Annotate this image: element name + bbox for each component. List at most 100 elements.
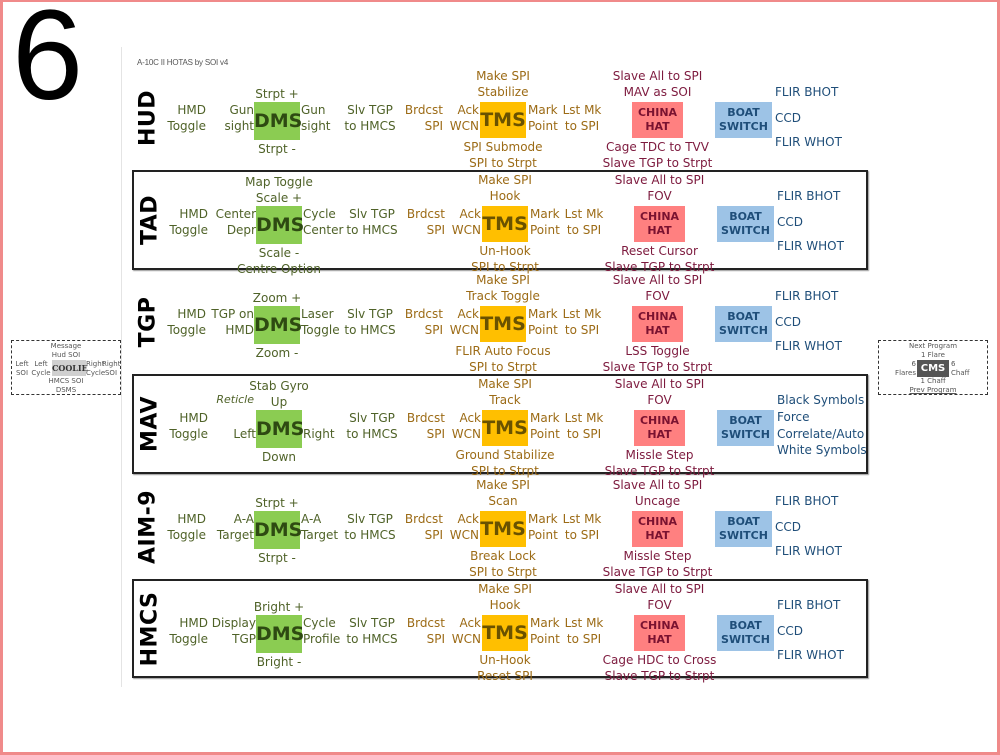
dms-left-line2: HMD [225, 323, 254, 337]
mark-point-line1: Mark [530, 616, 560, 630]
ack-line2: WCN [449, 119, 479, 133]
tms-down-line2: Reset SPI [477, 669, 533, 683]
boat-switch: BOAT SWITCH [717, 206, 774, 242]
slv-tgp-line2: to HMCS [344, 323, 396, 337]
cms-right-1: 6 [951, 360, 956, 368]
dms-up-line2: Bright + [253, 600, 305, 614]
lst-mk-line2: to SPI [564, 323, 600, 337]
china-up-line2: FOV [647, 189, 672, 203]
dms-switch: DMS [254, 511, 302, 549]
boat-aft: White Symbols [777, 443, 867, 457]
coolie-right-inner-1: Right [86, 360, 105, 368]
boat-aft: FLIR WHOT [775, 339, 842, 353]
mark-point-line1: Mark [528, 512, 558, 526]
dms-up-line2: Scale + [255, 191, 303, 205]
mark-point-line2: Point [528, 323, 558, 337]
coolie-right-outer-2: SOI [104, 369, 118, 377]
mode-name: HMCS [137, 591, 163, 666]
boat-middle-2: Correlate/Auto [777, 427, 865, 441]
doc-title: A-10C II HOTAS by SOI v4 [137, 58, 229, 67]
lst-mk-line1: Lst Mk [562, 512, 602, 526]
tms-switch: TMS [480, 102, 526, 138]
brdcst-line1: Brdcst [404, 512, 443, 526]
boat-switch-line2: SWITCH [721, 633, 770, 646]
soi-row-hmcs: HMCS HMD Toggle Display TGP Bright + Bright - D… [132, 579, 868, 683]
dms-right-line2: Target [301, 528, 339, 542]
tms-switch: TMS [480, 306, 526, 342]
lst-mk-line1: Lst Mk [564, 411, 604, 425]
boat-switch-line2: SWITCH [719, 120, 768, 133]
soi-row-hud: HUD HMD Toggle Gun sight Strpt + Strpt - DMS Gun… [132, 68, 868, 170]
tms-down-line1: Ground Stabilize [455, 448, 555, 462]
china-hat-line1: CHINA [637, 106, 678, 119]
dms-right-line2: Profile [303, 632, 341, 646]
hmd-toggle-line1: HMD [177, 103, 206, 117]
slv-tgp-line1: Slv TGP [347, 103, 393, 117]
tms-down-line1: Un-Hook [479, 653, 531, 667]
tms-up-line2: Hook [489, 598, 521, 612]
mark-point-line1: Mark [530, 411, 560, 425]
dms-right-line2: sight [301, 119, 331, 133]
boat-forward: FLIR BHOT [775, 289, 839, 303]
lst-mk-line1: Lst Mk [564, 207, 604, 221]
dms-switch: DMS [256, 615, 304, 653]
china-down-line2: Slave TGP to Strpt [604, 669, 715, 683]
soi-row-tad: TAD HMD Toggle Center Depr Map Toggle Scale + S… [132, 170, 868, 276]
ack-line1: Ack [459, 616, 481, 630]
mark-point-line2: Point [528, 528, 558, 542]
china-hat-switch: CHINA HAT [634, 206, 685, 242]
brdcst-line2: SPI [426, 632, 445, 646]
coolie-left-outer-2: SOI [15, 369, 29, 377]
hmd-toggle-line1: HMD [177, 512, 206, 526]
brdcst-line2: SPI [426, 427, 445, 441]
china-hat-line2: HAT [647, 428, 672, 441]
boat-switch-line1: BOAT [727, 310, 760, 323]
boat-switch-line1: BOAT [729, 619, 762, 632]
hmd-toggle-line2: Toggle [169, 427, 208, 441]
lst-mk-line1: Lst Mk [564, 616, 604, 630]
lst-mk-line2: to SPI [564, 528, 600, 542]
tms-down-line1: Un-Hook [479, 244, 531, 258]
china-down-line1: Cage TDC to TVV [606, 140, 709, 154]
boat-switch-line1: BOAT [727, 515, 760, 528]
slv-tgp-line2: to HMCS [344, 119, 396, 133]
coolie-left-inner-1: Left [34, 360, 48, 368]
china-up-line2: FOV [647, 598, 672, 612]
boat-middle: CCD [775, 315, 801, 329]
dms-down-line1: Scale - [258, 246, 300, 260]
china-up-line1: Slave All to SPI [612, 273, 703, 287]
tms-up-line2: Track Toggle [466, 289, 540, 303]
brdcst-line1: Brdcst [404, 103, 443, 117]
brdcst-line2: SPI [424, 119, 443, 133]
mode-label: HUD [132, 68, 164, 168]
dms-right-line1: Laser [301, 307, 334, 321]
china-up-line1: Slave All to SPI [612, 478, 703, 492]
dms-right-line2: Center [303, 223, 344, 237]
boat-forward: Black Symbols [777, 393, 865, 407]
dms-up-line1: Map Toggle [245, 175, 313, 189]
china-up-line2: MAV as SOI [623, 85, 692, 99]
mark-point-line2: Point [530, 223, 560, 237]
china-down-line2: Slave TGP to Strpt [604, 260, 715, 274]
china-hat-line1: CHINA [639, 619, 680, 632]
tms-up-line2: Hook [489, 189, 521, 203]
china-up-line1: Slave All to SPI [614, 173, 705, 187]
dms-right-line1: Cycle [303, 616, 336, 630]
boat-middle-1: Force [777, 410, 810, 424]
dms-down-line1: Strpt - [258, 142, 296, 156]
ack-line2: WCN [449, 528, 479, 542]
china-down-line1: Missle Step [623, 549, 692, 563]
soi-row-aim-9: AIM-9 HMD Toggle A-A Target Strpt + Strpt - DMS… [132, 477, 868, 579]
lst-mk-line2: to SPI [564, 119, 600, 133]
lst-mk-line2: to SPI [566, 427, 602, 441]
china-hat-switch: CHINA HAT [632, 511, 683, 547]
dms-left-line1: Center [215, 207, 256, 221]
tms-up-line1: Make SPI [476, 478, 530, 492]
boat-aft: FLIR WHOT [775, 135, 842, 149]
coolie-switch: COOLIE [52, 360, 88, 376]
china-hat-line2: HAT [645, 324, 670, 337]
dms-up-line2: Strpt + [255, 496, 299, 510]
lst-mk-line2: to SPI [566, 632, 602, 646]
dms-left-line2: TGP [232, 632, 256, 646]
dms-left-line1: TGP on [211, 307, 254, 321]
